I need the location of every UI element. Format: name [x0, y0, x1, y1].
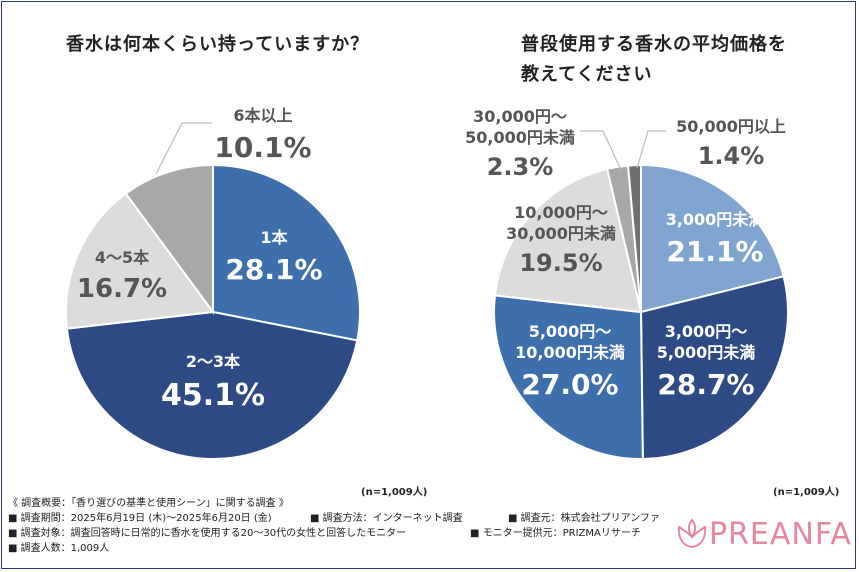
chart2-slice-3 [493, 294, 644, 460]
chart2-slice-2-label: 5,000円未満 [657, 343, 756, 362]
pie-chart-bottle-count: 1本 28.1% 2〜3本 45.1% 4〜5本 16.7% 6本以上 10.1% [65, 106, 361, 460]
survey-method: ■ 調査方法：インターネット調査 [310, 513, 463, 524]
pie-chart-average-price: 3,000円未満 21.1% 3,000円〜 5,000円未満 28.7% 5,000円〜… [465, 107, 789, 461]
chart1-slice-3-value: 16.7% [77, 274, 167, 304]
survey-period: ■ 調査期間：2025年6月19日 (木)〜2025年6月20日 (金) [8, 513, 272, 524]
chart2-slice-6 [627, 163, 642, 313]
chart2-leader-5 [580, 130, 622, 171]
chart2-slice-4 [493, 167, 643, 314]
tulip-icon [677, 518, 707, 549]
chart1-slice-2-label: 2〜3本 [186, 352, 240, 371]
chart2-slice-3-label: 10,000円未満 [515, 343, 625, 362]
chart2-title: 普段使用する香水の平均価格を 教えてください [521, 30, 787, 90]
chart2-title-line2: 教えてください [521, 64, 653, 85]
chart1-title: 香水は何本くらい持っていますか？ [66, 34, 370, 55]
chart2-sample-size: (n=1,009人) [773, 487, 840, 498]
chart2-leader-6 [636, 130, 666, 169]
chart1-sample-size: (n=1,009人) [361, 487, 428, 498]
chart2-slice-3-label: 5,000円〜 [529, 322, 612, 341]
chart2-slice-2 [639, 275, 789, 461]
survey-target: ■ 調査対象：調査回答時に日常的に香水を使用する20〜30代の女性と回答したモニ… [8, 528, 407, 539]
chart1-slice-1-label: 1本 [260, 228, 287, 247]
chart2-slice-4-value: 19.5% [519, 249, 602, 277]
chart2-slice-6-label: 50,000円以上 [676, 117, 786, 136]
chart2-slice-5-value: 2.3% [487, 153, 554, 181]
chart1-slice-2-value: 45.1% [161, 378, 265, 413]
survey-footer: 《 調査概要：「香り選びの基準と使用シーン」に関する調査 》 ■ 調査期間：20… [8, 496, 668, 556]
survey-provider: ■ モニター提供元：PRIZMAリサーチ [470, 528, 641, 539]
chart2-slice-4-label: 30,000円未満 [506, 224, 616, 243]
survey-count: ■ 調査人数：1,009人 [8, 543, 110, 554]
chart2-slice-5-label: 30,000円〜 [473, 107, 567, 126]
chart2-slice-1 [640, 163, 785, 314]
chart2-slice-4-label: 10,000円〜 [514, 203, 608, 222]
chart1-slice-4 [124, 163, 214, 316]
chart2-slice-3-value: 27.0% [521, 368, 618, 401]
chart1-slice-1-value: 28.1% [225, 253, 322, 286]
chart2-slice-2-value: 28.7% [657, 368, 754, 401]
chart2-slice-6-value: 1.4% [698, 142, 765, 170]
chart2-title-line1: 普段使用する香水の平均価格を [521, 34, 787, 55]
logo-wordmark: PREANFA [709, 516, 852, 552]
chart2-slice-1-label: 3,000円未満 [666, 210, 765, 229]
chart1-slice-4-value: 10.1% [214, 131, 311, 164]
survey-organizer: ■ 調査元：株式会社プリアンファ [508, 513, 660, 524]
chart1-slice-2 [65, 310, 359, 460]
preanfa-logo: PREANFA [675, 516, 852, 552]
chart1-leader-4 [155, 122, 212, 175]
chart1-slice-3-label: 4〜5本 [95, 248, 149, 267]
chart2-slice-5-label: 50,000円未満 [465, 128, 575, 147]
chart1-slice-3 [65, 192, 215, 330]
chart2-slice-2-label: 3,000円〜 [665, 322, 748, 341]
chart1-slice-1 [212, 163, 361, 342]
survey-overview: 《 調査概要：「香り選びの基準と使用シーン」に関する調査 》 [8, 498, 289, 509]
chart1-slice-4-label: 6本以上 [233, 106, 292, 125]
chart2-slice-1-value: 21.1% [666, 235, 763, 268]
